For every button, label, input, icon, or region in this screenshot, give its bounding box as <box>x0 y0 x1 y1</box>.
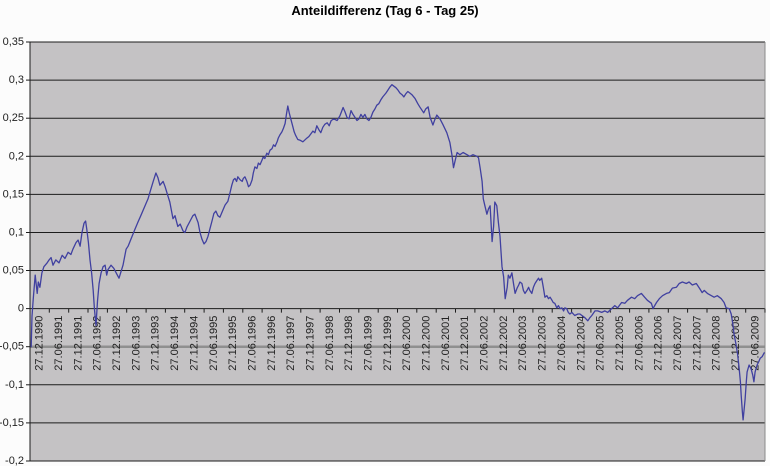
x-axis-label: 27.12.1994 <box>188 316 200 371</box>
x-axis-label: 27.12.1990 <box>34 316 46 371</box>
x-axis-label: 27.12.1999 <box>382 316 394 371</box>
x-axis-label: 27.12.1991 <box>72 316 84 371</box>
x-axis-label: 27.06.1993 <box>130 316 142 371</box>
x-axis-label: 27.06.1996 <box>246 316 258 371</box>
x-axis-label: 27.12.1995 <box>227 316 239 371</box>
x-axis-label: 27.06.2008 <box>711 316 723 371</box>
x-axis-label: 27.12.2002 <box>498 316 510 371</box>
x-axis-label: 27.06.2001 <box>440 316 452 371</box>
x-axis-label: 27.06.2009 <box>749 316 761 371</box>
x-axis-label: 27.12.2006 <box>653 316 665 371</box>
data-series-line <box>30 84 765 421</box>
chart-title: Anteildifferenz (Tag 6 - Tag 25) <box>291 3 479 18</box>
y-axis-label: 0,2 <box>9 150 24 162</box>
y-axis-label: 0,05 <box>3 265 24 277</box>
x-axis-label: 27.06.1998 <box>324 316 336 371</box>
x-axis-label: 27.12.1997 <box>305 316 317 371</box>
x-axis-label: 27.12.2007 <box>691 316 703 371</box>
x-axis-label: 27.06.2000 <box>401 316 413 371</box>
x-axis-label: 27.06.2007 <box>672 316 684 371</box>
x-axis-label: 27.06.2006 <box>633 316 645 371</box>
x-axis-label: 27.12.2000 <box>421 316 433 371</box>
x-axis-label: 27.12.2005 <box>614 316 626 371</box>
x-axis-label: 27.12.1996 <box>266 316 278 371</box>
y-axis-label: 0,25 <box>3 112 24 124</box>
x-axis-label: 27.06.2004 <box>556 316 568 371</box>
x-axis-label: 27.12.2004 <box>575 316 587 371</box>
x-axis-label: 27.06.1997 <box>285 316 297 371</box>
x-axis-label: 27.06.1995 <box>208 316 220 371</box>
x-axis-label: 27.12.1998 <box>343 316 355 371</box>
x-axis-label: 27.06.1991 <box>53 316 65 371</box>
y-axis-label: 0,15 <box>3 188 24 200</box>
y-axis-label: 0,3 <box>9 74 24 86</box>
x-axis-label: 27.06.2002 <box>479 316 491 371</box>
y-axis-label: 0,1 <box>9 227 24 239</box>
x-axis-label: 27.06.2003 <box>517 316 529 371</box>
x-axis-label: 27.12.1992 <box>111 316 123 371</box>
x-axis-label: 27.06.1992 <box>92 316 104 371</box>
y-axis-label: 0 <box>18 303 24 315</box>
x-axis-label: 27.12.2003 <box>537 316 549 371</box>
y-axis-label: -0,05 <box>0 341 24 353</box>
plot-area-background <box>30 42 765 461</box>
x-axis-label: 27.06.1994 <box>169 316 181 371</box>
y-axis-label: -0,15 <box>0 417 24 429</box>
x-axis-label: 27.06.2005 <box>595 316 607 371</box>
x-axis-label: 27.06.1999 <box>363 316 375 371</box>
y-axis-label: 0,35 <box>3 36 24 48</box>
x-axis-label: 27.12.2001 <box>459 316 471 371</box>
y-axis-label: -0,1 <box>5 379 24 391</box>
x-axis-label: 27.12.1993 <box>150 316 162 371</box>
y-axis-label: -0,2 <box>5 455 24 466</box>
